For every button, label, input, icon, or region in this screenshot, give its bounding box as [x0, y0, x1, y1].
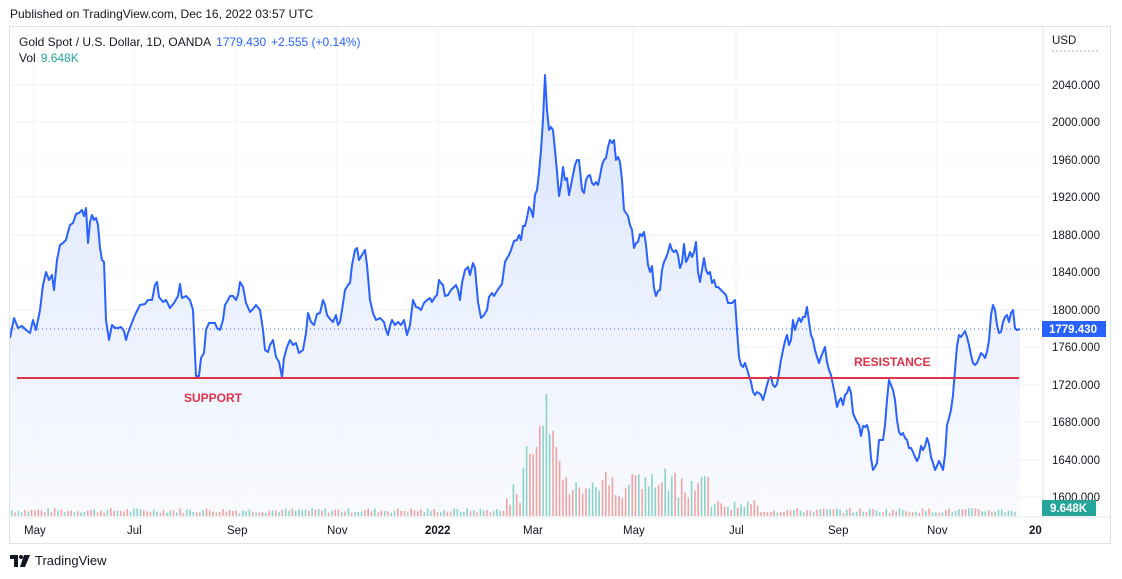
time-tick: Mar — [523, 525, 543, 537]
time-tick: Nov — [327, 525, 348, 537]
time-tick-year: 20 — [1029, 525, 1042, 537]
last-price: 1779.430 — [216, 35, 267, 49]
time-tick: May — [24, 525, 46, 537]
brand-name: TradingView — [35, 553, 107, 568]
volume-tag-text: 9.648K — [1050, 503, 1088, 515]
time-tick: Sep — [828, 525, 848, 537]
support-label[interactable]: SUPPORT — [184, 391, 243, 405]
last-price-tag — [1042, 321, 1106, 337]
time-tick-year: 2022 — [425, 525, 451, 537]
price-tick: 1920.000 — [1052, 192, 1100, 204]
price-tick: 2000.000 — [1052, 117, 1100, 129]
price-line — [10, 74, 1021, 471]
tradingview-logo-icon — [10, 554, 30, 567]
last-price-tag-text: 1779.430 — [1049, 324, 1097, 336]
volume-tag — [1042, 500, 1096, 516]
price-tick: 1960.000 — [1052, 155, 1100, 167]
time-tick: Nov — [927, 525, 948, 537]
price-axis[interactable]: USD 2040.000 2000.000 1960.000 1920.000 … — [1052, 35, 1100, 504]
symbol-row: Gold Spot / U.S. Dollar, 1D, OANDA 1779.4… — [19, 34, 361, 50]
chart-legend: Gold Spot / U.S. Dollar, 1D, OANDA 1779.4… — [19, 34, 361, 66]
price-tick: 1800.000 — [1052, 305, 1100, 317]
price-tick: 1840.000 — [1052, 267, 1100, 279]
volume-label[interactable]: Vol — [19, 51, 36, 65]
symbol-title[interactable]: Gold Spot / U.S. Dollar, 1D, OANDA — [19, 35, 212, 49]
currency-label: USD — [1052, 35, 1076, 47]
time-tick: Jul — [127, 525, 142, 537]
time-tick: Jul — [729, 525, 744, 537]
volume-bars — [11, 394, 1016, 516]
time-tick: May — [623, 525, 645, 537]
volume-value: 9.648K — [40, 51, 79, 65]
price-tick: 1760.000 — [1052, 342, 1100, 354]
price-tick: 1880.000 — [1052, 230, 1100, 242]
published-caption: Published on TradingView.com, Dec 16, 20… — [10, 7, 314, 21]
time-axis[interactable]: May Jul Sep Nov 2022 Mar May Jul Sep Nov… — [24, 525, 1042, 537]
price-change: +2.555 (+0.14%) — [271, 35, 361, 49]
resistance-label[interactable]: RESISTANCE — [854, 355, 930, 369]
price-tick: 1640.000 — [1052, 455, 1100, 467]
volume-row: Vol 9.648K — [19, 50, 361, 66]
price-tick: 1680.000 — [1052, 417, 1100, 429]
price-tick: 1720.000 — [1052, 380, 1100, 392]
footer-brand[interactable]: TradingView — [10, 553, 107, 568]
price-area — [10, 75, 1020, 517]
time-tick: Sep — [227, 525, 247, 537]
price-tick: 2040.000 — [1052, 80, 1100, 92]
